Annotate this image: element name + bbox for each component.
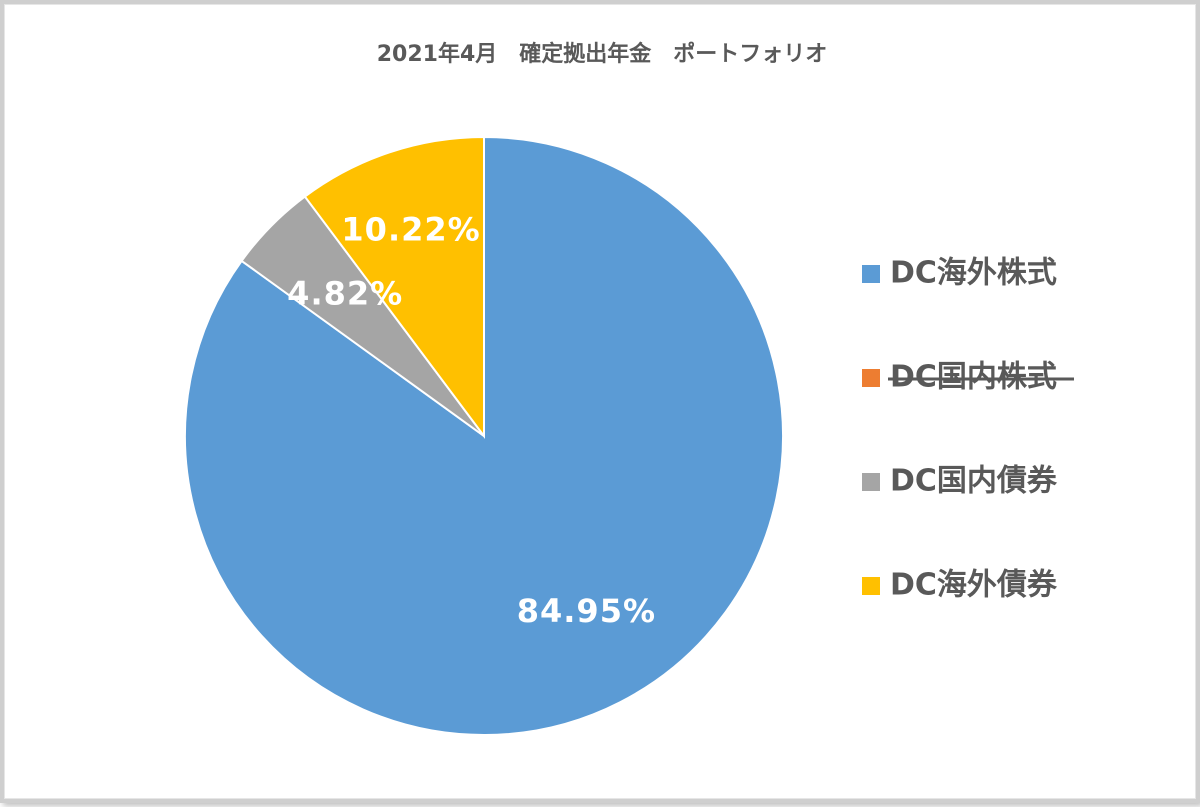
legend-label: DC海外債券	[890, 568, 1058, 603]
data-labels: 84.95% 4.82% 10.22%	[287, 211, 656, 630]
data-label-1: 84.95%	[517, 592, 656, 630]
legend-item-2[interactable]: DC国内株式	[862, 360, 1074, 395]
legend-swatch	[862, 473, 880, 491]
legend-label: DC国内株式	[890, 360, 1057, 395]
legend: DC海外株式 DC国内株式 DC国内債券 DC海外債券	[862, 256, 1074, 603]
legend-item-4[interactable]: DC海外債券	[862, 568, 1058, 603]
legend-item-3[interactable]: DC国内債券	[862, 464, 1058, 499]
legend-item-1[interactable]: DC海外株式	[862, 256, 1057, 291]
legend-label: DC国内債券	[890, 464, 1058, 499]
pie-slice-4	[303, 135, 485, 440]
data-label-3: 4.82%	[287, 275, 403, 313]
chart-title: 2021年4月 確定拠出年金 ポートフォリオ	[377, 41, 828, 67]
legend-swatch	[862, 369, 880, 387]
pie-slices	[184, 135, 784, 736]
legend-swatch	[862, 577, 880, 595]
data-label-4: 10.22%	[341, 211, 480, 249]
legend-swatch	[862, 265, 880, 283]
pie-chart: 2021年4月 確定拠出年金 ポートフォリオ 84.95% 4.82% 10.22%…	[184, 41, 1074, 736]
legend-label: DC海外株式	[890, 256, 1057, 291]
pie-slice-1	[184, 135, 784, 736]
